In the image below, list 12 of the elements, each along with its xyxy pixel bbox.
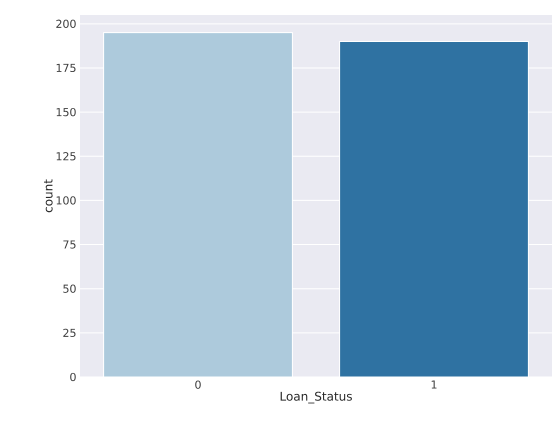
y-tick-label: 200 [56,20,76,28]
y-tick-label: 0 [70,372,76,382]
y-tick-label: 75 [63,240,76,249]
y-tick-label: 150 [56,108,76,116]
x-tick-label: 1 [432,380,436,389]
y-tick-label: 50 [63,284,76,293]
y-axis-title: count [44,179,53,212]
y-tick-label: 175 [56,64,76,72]
y-tick-label: 25 [63,328,76,337]
y-tick-label: 100 [56,196,76,205]
x-axis-title: Loan_Status [280,392,352,404]
y-tick-label: 125 [56,152,76,160]
